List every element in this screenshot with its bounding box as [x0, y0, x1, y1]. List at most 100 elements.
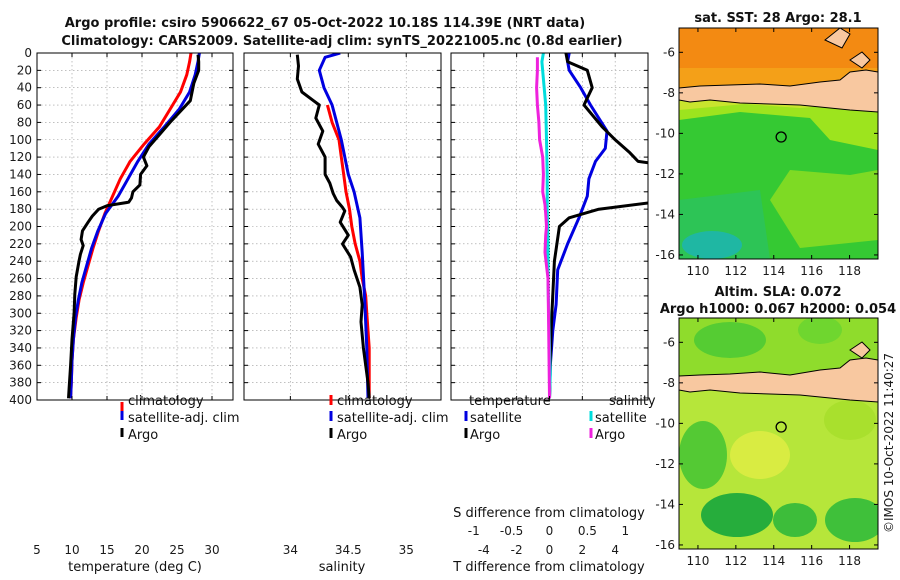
map-lat-tick-label: -10 — [655, 416, 675, 430]
y-tick-label: 260 — [9, 272, 32, 286]
x-tick-label: 0 — [546, 543, 554, 557]
map-lat-tick-label: -8 — [663, 86, 675, 100]
sst-map-ticks: 110 112 114 116 118 -6 -8 -10 -12 -14 -16 — [655, 28, 878, 278]
map-lon-tick-label: 116 — [800, 554, 823, 568]
y-tick-label: 320 — [9, 324, 32, 338]
y-tick-label: 240 — [9, 254, 32, 268]
top-tick-label: 1 — [621, 524, 629, 538]
salinity-legend: climatology satellite-adj. clim Argo — [329, 394, 449, 443]
header-title-line1: Argo profile: csiro 5906622_67 05-Oct-20… — [65, 16, 586, 31]
sla-java-land — [679, 357, 878, 403]
sst-map-title: sat. SST: 28 Argo: 28.1 — [694, 11, 861, 26]
y-tick-label: 360 — [9, 358, 32, 372]
x-tick-label: 25 — [169, 543, 184, 557]
legend-label-climatology: climatology — [128, 394, 204, 409]
legend-label-sal-argo: Argo — [595, 428, 625, 443]
map-lon-tick-label: 118 — [838, 264, 861, 278]
y-tick-label: 400 — [9, 393, 32, 407]
sla-blob-center — [730, 431, 790, 479]
y-tick-label: 120 — [9, 150, 32, 164]
y-tick-label: 20 — [17, 63, 32, 77]
temperature-series — [67, 53, 201, 399]
legend-label-satellite: satellite-adj. clim — [128, 411, 240, 426]
sla-map — [679, 318, 878, 549]
difference-xlabel: T difference from climatology — [452, 560, 645, 575]
y-tick-label: 100 — [9, 133, 32, 147]
x-tick-label: 15 — [99, 543, 114, 557]
map-lon-tick-label: 114 — [762, 554, 785, 568]
sla-blob-south-mid — [773, 503, 817, 537]
y-tick-label: 280 — [9, 289, 32, 303]
series-line-temperature-Argo — [548, 53, 648, 399]
x-tick-label: 10 — [64, 543, 79, 557]
y-tick-label: 160 — [9, 185, 32, 199]
salinity-xlabel: salinity — [319, 560, 366, 575]
map-lon-tick-label: 118 — [838, 554, 861, 568]
x-tick-label: 34.5 — [335, 543, 362, 557]
sst-map — [679, 28, 878, 259]
map-lat-tick-label: -6 — [663, 45, 675, 59]
map-lon-tick-label: 112 — [724, 554, 747, 568]
y-tick-label: 200 — [9, 220, 32, 234]
y-tick-label: 380 — [9, 376, 32, 390]
map-lat-tick-label: -16 — [655, 248, 675, 262]
y-tick-label: 300 — [9, 306, 32, 320]
header-title-line2: Climatology: CARS2009. Satellite-adj cli… — [61, 34, 622, 49]
difference-series — [535, 53, 648, 399]
y-tick-label: 180 — [9, 202, 32, 216]
sla-blob-east — [824, 400, 876, 440]
difference-ticks: -4 -2 0 2 4 -1 -0.5 0 0.5 1 — [451, 52, 648, 557]
difference-legend: temperature satellite Argo salinity sate… — [464, 394, 656, 443]
legend-title-temperature: temperature — [469, 394, 551, 409]
sst-mid-patch — [770, 170, 878, 248]
legend-label-sal-satellite: satellite — [595, 411, 647, 426]
salinity-ticks: 34 34.5 35 — [244, 52, 441, 557]
sla-blob-west — [679, 421, 727, 489]
temperature-xlabel: temperature (deg C) — [68, 560, 202, 575]
series-line-satellite-adj.-clim — [317, 53, 370, 399]
sla-blob-nw — [694, 322, 766, 358]
y-tick-label: 0 — [24, 46, 32, 60]
sla-map-ticks: 110 112 114 116 118 -6 -8 -10 -12 -14 -16 — [655, 318, 878, 568]
temperature-legend: climatology satellite-adj. clim Argo — [120, 394, 240, 443]
sla-island — [849, 341, 871, 359]
map-lon-tick-label: 116 — [800, 264, 823, 278]
sla-map-frame — [678, 317, 879, 550]
map-lat-tick-label: -6 — [663, 335, 675, 349]
map-lon-tick-label: 110 — [686, 264, 709, 278]
sla-map-title-line2: Argo h1000: 0.067 h2000: 0.054 — [660, 302, 896, 317]
y-tick-label: 80 — [17, 115, 32, 129]
map-lon-tick-label: 110 — [686, 554, 709, 568]
legend-label-satellite: satellite-adj. clim — [337, 411, 449, 426]
map-lon-tick-label: 112 — [724, 264, 747, 278]
map-lat-tick-label: -14 — [655, 207, 675, 221]
series-line-salinity-Argo — [535, 57, 551, 399]
sst-island — [849, 51, 871, 69]
top-tick-label: -0.5 — [500, 524, 523, 538]
sla-blob-ne — [798, 318, 842, 344]
map-lat-tick-label: -8 — [663, 376, 675, 390]
sst-java-land — [679, 69, 878, 113]
map-lat-tick-label: -12 — [655, 167, 675, 181]
x-tick-label: -2 — [511, 543, 523, 557]
map-lat-tick-label: -12 — [655, 457, 675, 471]
sst-map-frame — [678, 27, 879, 260]
series-line-Argo — [295, 54, 371, 399]
x-tick-label: 34 — [283, 543, 298, 557]
top-tick-label: 0.5 — [578, 524, 597, 538]
top-tick-label: 0 — [546, 524, 554, 538]
series-line-Argo — [67, 54, 201, 399]
legend-label-temp-satellite: satellite — [470, 411, 522, 426]
legend-label-temp-argo: Argo — [470, 428, 500, 443]
map-lat-tick-label: -14 — [655, 497, 675, 511]
sst-argo-position — [775, 131, 787, 143]
y-tick-label: 140 — [9, 167, 32, 181]
sla-blob-se — [825, 498, 878, 542]
temperature-grid — [36, 52, 233, 401]
copyright-text: ©IMOS 10-Oct-2022 11:40:27 — [882, 353, 896, 533]
map-lat-tick-label: -16 — [655, 538, 675, 552]
legend-label-argo: Argo — [128, 428, 158, 443]
x-tick-label: 20 — [134, 543, 149, 557]
x-tick-label: 4 — [611, 543, 619, 557]
